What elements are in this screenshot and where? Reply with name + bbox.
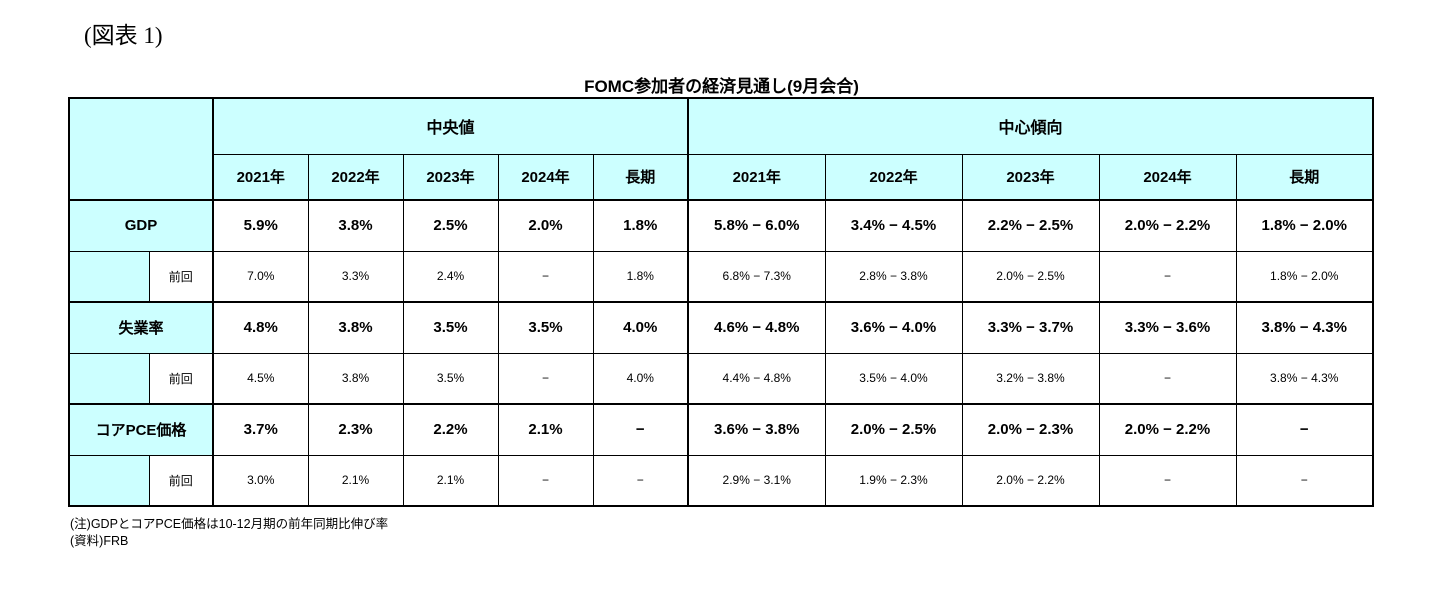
range-cell: − [1235,454,1374,507]
prev-label: 前回 [148,454,214,507]
median-cell: 2.5% [402,199,499,252]
range-cell: − [1098,352,1237,405]
year-header-range-longrun: 長期 [1235,153,1374,201]
row-label-spacer [68,250,150,303]
median-cell: 2.1% [402,454,499,507]
note-line-1: (注)GDPとコアPCE価格は10-12月期の前年同期比伸び率 [70,517,389,531]
range-cell: − [1235,403,1374,456]
median-cell: − [497,250,594,303]
row-label-core-pce: コアPCE価格 [68,403,214,456]
corner-cell [68,97,214,201]
median-cell: 2.4% [402,250,499,303]
group-header-central-tendency: 中心傾向 [687,97,1374,155]
median-cell: − [497,352,594,405]
range-cell: 4.4% − 4.8% [687,352,826,405]
row-label-gdp: GDP [68,199,214,252]
year-header-range-2024: 2024年 [1098,153,1237,201]
range-cell: 2.0% − 2.2% [1098,403,1237,456]
row-label-spacer [68,454,150,507]
range-cell: 3.8% − 4.3% [1235,352,1374,405]
median-cell: 4.0% [592,352,689,405]
table-row-unemployment: 失業率 4.8% 3.8% 3.5% 3.5% 4.0% 4.6% − 4.8%… [68,301,1374,354]
median-cell: 4.0% [592,301,689,354]
median-cell: 2.1% [497,403,594,456]
table-title: FOMC参加者の経済見通し(9月会合) [584,77,859,96]
median-cell: 4.5% [212,352,309,405]
median-cell: 2.1% [307,454,404,507]
range-cell: 3.6% − 4.0% [824,301,963,354]
year-header-range-2022: 2022年 [824,153,963,201]
median-cell: − [592,403,689,456]
row-label-unemployment: 失業率 [68,301,214,354]
table-row-core-pce: コアPCE価格 3.7% 2.3% 2.2% 2.1% − 3.6% − 3.8… [68,403,1374,456]
median-cell: − [497,454,594,507]
median-cell: 4.8% [212,301,309,354]
range-cell: 2.0% − 2.2% [961,454,1100,507]
median-cell: 3.8% [307,352,404,405]
range-cell: 2.0% − 2.5% [961,250,1100,303]
prev-label: 前回 [148,250,214,303]
range-cell: 3.3% − 3.7% [961,301,1100,354]
median-cell: 3.0% [212,454,309,507]
range-cell: 3.6% − 3.8% [687,403,826,456]
group-header-median: 中央値 [212,97,689,155]
prev-label: 前回 [148,352,214,405]
figure-label: (図表 1) [84,23,163,48]
table-row-core-pce-previous: 前回 3.0% 2.1% 2.1% − − 2.9% − 3.1% 1.9% −… [68,454,1374,507]
range-cell: 3.5% − 4.0% [824,352,963,405]
range-cell: 2.8% − 3.8% [824,250,963,303]
median-cell: 2.0% [497,199,594,252]
range-cell: 1.9% − 2.3% [824,454,963,507]
range-cell: 1.8% − 2.0% [1235,250,1374,303]
year-header-median-2023: 2023年 [402,153,499,201]
year-header-median-2024: 2024年 [497,153,594,201]
median-cell: 3.5% [497,301,594,354]
median-cell: 7.0% [212,250,309,303]
range-cell: 4.6% − 4.8% [687,301,826,354]
year-header-range-2023: 2023年 [961,153,1100,201]
range-cell: 5.8% − 6.0% [687,199,826,252]
range-cell: − [1098,250,1237,303]
median-cell: 2.2% [402,403,499,456]
note-line-2: (資料)FRB [70,534,129,548]
median-cell: 3.7% [212,403,309,456]
range-cell: 2.0% − 2.5% [824,403,963,456]
range-cell: 3.3% − 3.6% [1098,301,1237,354]
year-header-median-longrun: 長期 [592,153,689,201]
median-cell: 3.5% [402,352,499,405]
median-cell: 3.5% [402,301,499,354]
range-cell: 3.8% − 4.3% [1235,301,1374,354]
year-header-median-2021: 2021年 [212,153,309,201]
median-cell: 1.8% [592,199,689,252]
table-row-gdp: GDP 5.9% 3.8% 2.5% 2.0% 1.8% 5.8% − 6.0%… [68,199,1374,252]
range-cell: 3.4% − 4.5% [824,199,963,252]
range-cell: 2.0% − 2.3% [961,403,1100,456]
range-cell: 3.2% − 3.8% [961,352,1100,405]
median-cell: 1.8% [592,250,689,303]
table-row-gdp-previous: 前回 7.0% 3.3% 2.4% − 1.8% 6.8% − 7.3% 2.8… [68,250,1374,303]
table-notes: (注)GDPとコアPCE価格は10-12月期の前年同期比伸び率 (資料)FRB [70,516,388,550]
forecast-table: 中央値 中心傾向 2021年 2022年 2023年 2024年 長期 2021… [68,97,1374,507]
range-cell: 2.9% − 3.1% [687,454,826,507]
median-cell: 2.3% [307,403,404,456]
year-header-median-2022: 2022年 [307,153,404,201]
median-cell: 3.8% [307,199,404,252]
median-cell: 3.8% [307,301,404,354]
range-cell: − [1098,454,1237,507]
median-cell: 3.3% [307,250,404,303]
median-cell: 5.9% [212,199,309,252]
range-cell: 6.8% − 7.3% [687,250,826,303]
range-cell: 2.0% − 2.2% [1098,199,1237,252]
row-label-spacer [68,352,150,405]
table-row-unemployment-previous: 前回 4.5% 3.8% 3.5% − 4.0% 4.4% − 4.8% 3.5… [68,352,1374,405]
range-cell: 2.2% − 2.5% [961,199,1100,252]
year-header-range-2021: 2021年 [687,153,826,201]
range-cell: 1.8% − 2.0% [1235,199,1374,252]
median-cell: − [592,454,689,507]
